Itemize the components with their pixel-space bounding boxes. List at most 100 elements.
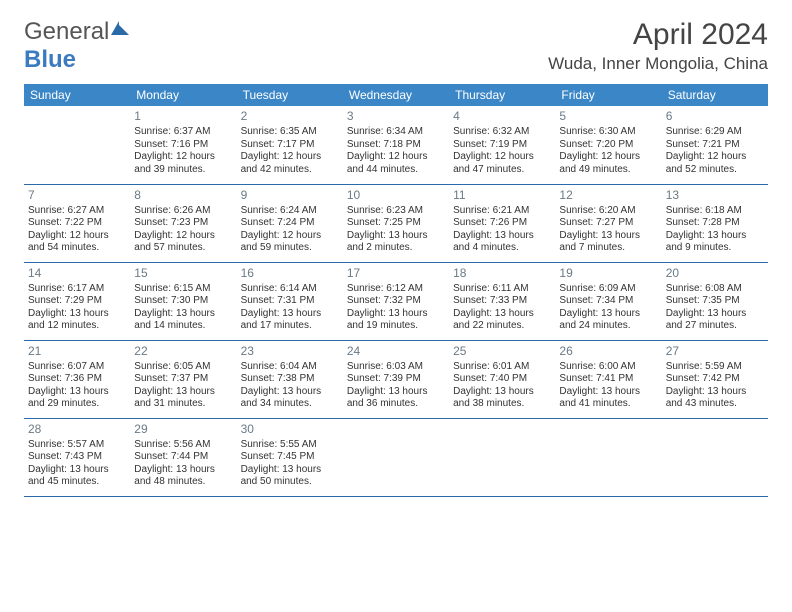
day-number: 11	[453, 188, 551, 203]
sunrise-text: Sunrise: 6:21 AM	[453, 205, 551, 218]
title-block: April 2024 Wuda, Inner Mongolia, China	[24, 18, 768, 74]
calendar-day-cell: 26Sunrise: 6:00 AMSunset: 7:41 PMDayligh…	[555, 340, 661, 418]
calendar-day-cell: 5Sunrise: 6:30 AMSunset: 7:20 PMDaylight…	[555, 106, 661, 184]
day-number: 21	[28, 344, 126, 359]
calendar-day-cell: 30Sunrise: 5:55 AMSunset: 7:45 PMDayligh…	[237, 418, 343, 496]
calendar-day-cell	[662, 418, 768, 496]
day-number: 25	[453, 344, 551, 359]
sunset-text: Sunset: 7:22 PM	[28, 217, 126, 230]
sunset-text: Sunset: 7:45 PM	[241, 451, 339, 464]
daylight-text: Daylight: 13 hours and 4 minutes.	[453, 230, 551, 255]
calendar-day-cell: 4Sunrise: 6:32 AMSunset: 7:19 PMDaylight…	[449, 106, 555, 184]
sunrise-text: Sunrise: 6:34 AM	[347, 126, 445, 139]
day-number: 15	[134, 266, 232, 281]
calendar-page: General Blue April 2024 Wuda, Inner Mong…	[0, 0, 792, 515]
day-number: 7	[28, 188, 126, 203]
sunset-text: Sunset: 7:43 PM	[28, 451, 126, 464]
weekday-header: Tuesday	[237, 84, 343, 106]
sunset-text: Sunset: 7:28 PM	[666, 217, 764, 230]
weekday-header: Friday	[555, 84, 661, 106]
calendar-day-cell: 12Sunrise: 6:20 AMSunset: 7:27 PMDayligh…	[555, 184, 661, 262]
day-number: 18	[453, 266, 551, 281]
day-number: 5	[559, 109, 657, 124]
logo-sail2-icon	[119, 25, 129, 35]
sunrise-text: Sunrise: 6:15 AM	[134, 283, 232, 296]
day-number: 16	[241, 266, 339, 281]
daylight-text: Daylight: 12 hours and 44 minutes.	[347, 151, 445, 176]
sunset-text: Sunset: 7:31 PM	[241, 295, 339, 308]
daylight-text: Daylight: 13 hours and 45 minutes.	[28, 464, 126, 489]
weekday-header: Thursday	[449, 84, 555, 106]
calendar-day-cell: 27Sunrise: 5:59 AMSunset: 7:42 PMDayligh…	[662, 340, 768, 418]
sunset-text: Sunset: 7:38 PM	[241, 373, 339, 386]
calendar-day-cell: 18Sunrise: 6:11 AMSunset: 7:33 PMDayligh…	[449, 262, 555, 340]
sunset-text: Sunset: 7:26 PM	[453, 217, 551, 230]
day-number: 1	[134, 109, 232, 124]
day-number: 2	[241, 109, 339, 124]
weekday-header: Sunday	[24, 84, 130, 106]
daylight-text: Daylight: 13 hours and 19 minutes.	[347, 308, 445, 333]
day-number: 23	[241, 344, 339, 359]
calendar-day-cell: 13Sunrise: 6:18 AMSunset: 7:28 PMDayligh…	[662, 184, 768, 262]
calendar-body: 1Sunrise: 6:37 AMSunset: 7:16 PMDaylight…	[24, 106, 768, 496]
daylight-text: Daylight: 13 hours and 31 minutes.	[134, 386, 232, 411]
day-number: 10	[347, 188, 445, 203]
calendar-day-cell: 15Sunrise: 6:15 AMSunset: 7:30 PMDayligh…	[130, 262, 236, 340]
day-number: 22	[134, 344, 232, 359]
daylight-text: Daylight: 13 hours and 22 minutes.	[453, 308, 551, 333]
sunrise-text: Sunrise: 6:04 AM	[241, 361, 339, 374]
calendar-day-cell: 20Sunrise: 6:08 AMSunset: 7:35 PMDayligh…	[662, 262, 768, 340]
calendar-day-cell: 29Sunrise: 5:56 AMSunset: 7:44 PMDayligh…	[130, 418, 236, 496]
sunset-text: Sunset: 7:17 PM	[241, 139, 339, 152]
daylight-text: Daylight: 13 hours and 9 minutes.	[666, 230, 764, 255]
sunrise-text: Sunrise: 5:55 AM	[241, 439, 339, 452]
daylight-text: Daylight: 13 hours and 14 minutes.	[134, 308, 232, 333]
daylight-text: Daylight: 13 hours and 48 minutes.	[134, 464, 232, 489]
weekday-header: Saturday	[662, 84, 768, 106]
day-number: 20	[666, 266, 764, 281]
sunrise-text: Sunrise: 5:59 AM	[666, 361, 764, 374]
day-number: 28	[28, 422, 126, 437]
day-number: 19	[559, 266, 657, 281]
calendar-day-cell: 6Sunrise: 6:29 AMSunset: 7:21 PMDaylight…	[662, 106, 768, 184]
calendar-day-cell: 7Sunrise: 6:27 AMSunset: 7:22 PMDaylight…	[24, 184, 130, 262]
day-number: 6	[666, 109, 764, 124]
sunrise-text: Sunrise: 6:18 AM	[666, 205, 764, 218]
brand-part1: General	[24, 18, 109, 45]
sunrise-text: Sunrise: 6:20 AM	[559, 205, 657, 218]
sunset-text: Sunset: 7:37 PM	[134, 373, 232, 386]
sunrise-text: Sunrise: 6:32 AM	[453, 126, 551, 139]
calendar-header: SundayMondayTuesdayWednesdayThursdayFrid…	[24, 84, 768, 106]
daylight-text: Daylight: 12 hours and 54 minutes.	[28, 230, 126, 255]
day-number: 24	[347, 344, 445, 359]
sunrise-text: Sunrise: 5:57 AM	[28, 439, 126, 452]
calendar-table: SundayMondayTuesdayWednesdayThursdayFrid…	[24, 84, 768, 497]
sunrise-text: Sunrise: 6:24 AM	[241, 205, 339, 218]
daylight-text: Daylight: 13 hours and 50 minutes.	[241, 464, 339, 489]
sunset-text: Sunset: 7:23 PM	[134, 217, 232, 230]
calendar-day-cell: 25Sunrise: 6:01 AMSunset: 7:40 PMDayligh…	[449, 340, 555, 418]
calendar-day-cell: 21Sunrise: 6:07 AMSunset: 7:36 PMDayligh…	[24, 340, 130, 418]
weekday-header: Wednesday	[343, 84, 449, 106]
sunset-text: Sunset: 7:40 PM	[453, 373, 551, 386]
calendar-day-cell: 2Sunrise: 6:35 AMSunset: 7:17 PMDaylight…	[237, 106, 343, 184]
calendar-day-cell	[343, 418, 449, 496]
sunrise-text: Sunrise: 6:09 AM	[559, 283, 657, 296]
daylight-text: Daylight: 12 hours and 57 minutes.	[134, 230, 232, 255]
daylight-text: Daylight: 12 hours and 52 minutes.	[666, 151, 764, 176]
daylight-text: Daylight: 13 hours and 24 minutes.	[559, 308, 657, 333]
logo-sail-icon	[111, 21, 119, 35]
sunset-text: Sunset: 7:36 PM	[28, 373, 126, 386]
daylight-text: Daylight: 12 hours and 59 minutes.	[241, 230, 339, 255]
day-number: 27	[666, 344, 764, 359]
sunrise-text: Sunrise: 6:08 AM	[666, 283, 764, 296]
sunrise-text: Sunrise: 6:11 AM	[453, 283, 551, 296]
sunset-text: Sunset: 7:25 PM	[347, 217, 445, 230]
calendar-day-cell: 10Sunrise: 6:23 AMSunset: 7:25 PMDayligh…	[343, 184, 449, 262]
calendar-day-cell: 23Sunrise: 6:04 AMSunset: 7:38 PMDayligh…	[237, 340, 343, 418]
sunrise-text: Sunrise: 6:14 AM	[241, 283, 339, 296]
day-number: 14	[28, 266, 126, 281]
sunrise-text: Sunrise: 6:17 AM	[28, 283, 126, 296]
daylight-text: Daylight: 13 hours and 36 minutes.	[347, 386, 445, 411]
calendar-day-cell	[555, 418, 661, 496]
